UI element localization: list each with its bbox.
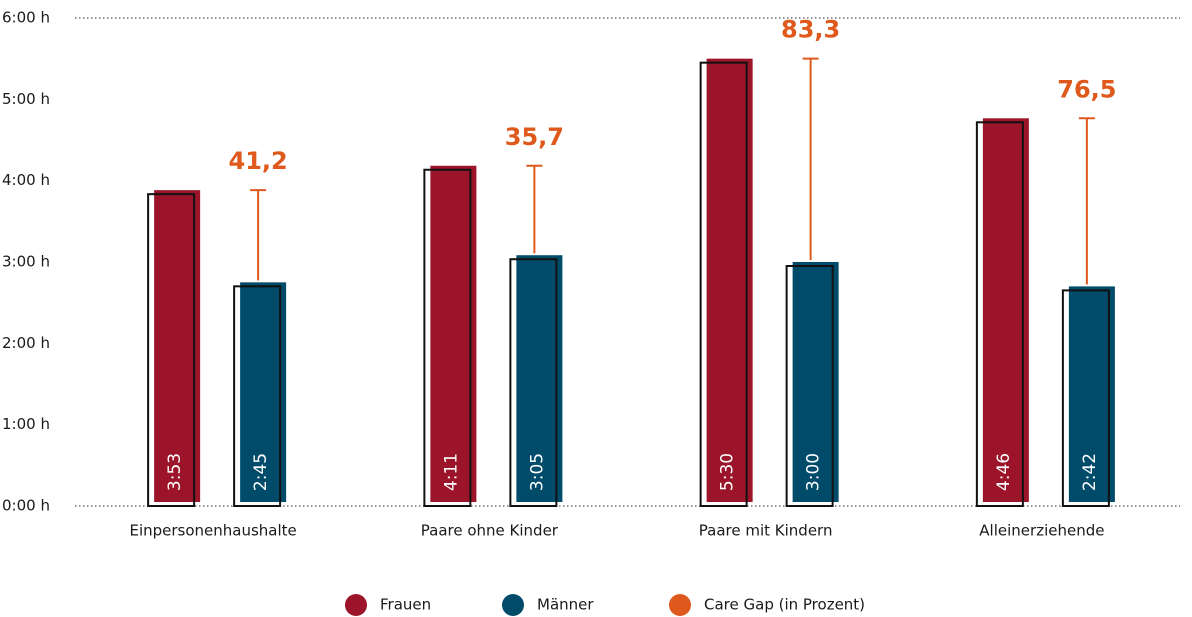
- y-tick-label: 0:00 h: [2, 497, 50, 515]
- bar: [1068, 286, 1115, 502]
- bar: [982, 118, 1029, 502]
- y-tick-label: 3:00 h: [2, 253, 50, 271]
- bar-outline: [147, 193, 196, 507]
- bar-outline: [233, 285, 282, 508]
- value-label: 2:42: [1080, 453, 1100, 491]
- value-label: 3:00: [804, 453, 824, 491]
- y-tick-label: 5:00 h: [2, 90, 50, 108]
- y-tick-label: 2:00 h: [2, 334, 50, 352]
- value-label: 4:11: [441, 453, 461, 491]
- bar: [516, 255, 563, 502]
- value-label: 3:05: [527, 453, 547, 491]
- bar-outline: [1061, 289, 1110, 507]
- bar: [792, 262, 839, 502]
- bar: [240, 282, 287, 502]
- y-tick-label: 4:00 h: [2, 171, 50, 189]
- legend-swatch: [502, 594, 524, 616]
- legend-label: Care Gap (in Prozent): [704, 596, 865, 614]
- care-gap-label: 41,2: [229, 147, 288, 175]
- value-label: 4:46: [994, 453, 1014, 491]
- bar-outline: [785, 265, 834, 507]
- value-label: 3:53: [165, 453, 185, 491]
- x-tick-label: Paare mit Kindern: [699, 522, 833, 540]
- bar-outline: [699, 61, 748, 508]
- care-gap-label: 35,7: [505, 123, 564, 151]
- x-tick-label: Einpersonenhaushalte: [129, 522, 296, 540]
- care-gap-label: 76,5: [1057, 75, 1116, 103]
- bar: [154, 190, 201, 502]
- bar: [430, 165, 477, 502]
- legend-label: Männer: [537, 596, 594, 614]
- legend-swatch: [669, 594, 691, 616]
- value-label: 2:45: [251, 453, 271, 491]
- legend-swatch: [345, 594, 367, 616]
- y-tick-label: 1:00 h: [2, 415, 50, 433]
- bar-outline: [975, 121, 1024, 507]
- legend-label: Frauen: [380, 596, 431, 614]
- x-tick-label: Paare ohne Kinder: [421, 522, 559, 540]
- bar: [706, 58, 753, 503]
- value-label: 5:30: [718, 453, 738, 491]
- bar-outline: [509, 258, 558, 508]
- y-tick-label: 6:00 h: [2, 9, 50, 27]
- care-gap-label: 83,3: [781, 16, 840, 44]
- x-tick-label: Alleinerziehende: [979, 522, 1104, 540]
- bar-outline: [423, 168, 472, 507]
